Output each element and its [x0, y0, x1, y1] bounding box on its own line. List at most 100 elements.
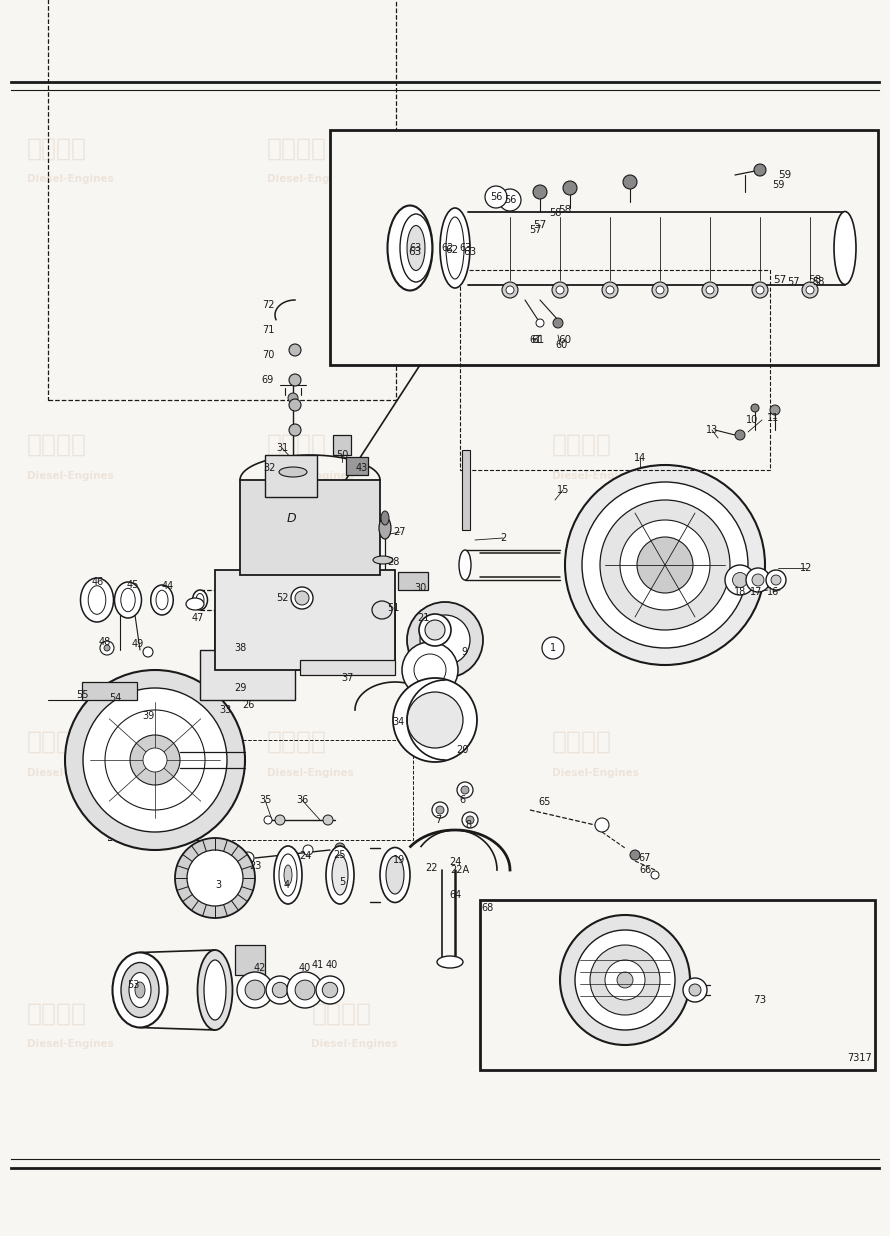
Ellipse shape [150, 585, 174, 616]
Circle shape [752, 574, 764, 586]
Ellipse shape [121, 963, 159, 1017]
Ellipse shape [284, 865, 292, 885]
Circle shape [560, 915, 690, 1044]
Text: 46: 46 [92, 577, 104, 587]
Ellipse shape [196, 593, 204, 607]
Text: 63: 63 [409, 243, 421, 253]
Text: 紫发动力: 紫发动力 [27, 136, 86, 161]
Circle shape [303, 845, 313, 855]
Text: 紫发动力: 紫发动力 [27, 433, 86, 457]
Circle shape [436, 806, 444, 815]
Text: 29: 29 [234, 684, 247, 693]
Text: 紫发动力: 紫发动力 [27, 729, 86, 754]
Circle shape [462, 812, 478, 828]
Circle shape [754, 164, 766, 176]
Text: 57: 57 [529, 225, 541, 235]
Circle shape [264, 816, 272, 824]
Text: 40: 40 [299, 963, 312, 973]
Text: 20: 20 [456, 745, 468, 755]
Text: Diesel-Engines: Diesel-Engines [267, 768, 353, 777]
Bar [330, 130, 878, 365]
Circle shape [461, 786, 469, 794]
Circle shape [83, 688, 227, 832]
Text: 62: 62 [441, 243, 454, 253]
Circle shape [533, 185, 547, 199]
Circle shape [187, 850, 243, 906]
Circle shape [485, 185, 507, 208]
Text: 70: 70 [262, 350, 274, 360]
Circle shape [175, 838, 255, 918]
Ellipse shape [802, 282, 818, 298]
Circle shape [637, 536, 693, 593]
Text: 63: 63 [409, 247, 422, 257]
Text: 22A: 22A [450, 865, 470, 875]
Text: 35: 35 [259, 795, 271, 805]
Circle shape [689, 984, 701, 996]
Circle shape [316, 976, 344, 1004]
Circle shape [563, 180, 577, 195]
Ellipse shape [652, 282, 668, 298]
Text: 54: 54 [109, 693, 121, 703]
Circle shape [595, 818, 609, 832]
Ellipse shape [606, 286, 614, 294]
Circle shape [245, 980, 265, 1000]
Text: 紫发动力: 紫发动力 [534, 136, 594, 161]
Circle shape [322, 983, 337, 997]
Circle shape [266, 976, 294, 1004]
Text: 55: 55 [76, 690, 88, 700]
Circle shape [751, 404, 759, 412]
Circle shape [732, 572, 748, 587]
Text: 9: 9 [461, 646, 467, 658]
Text: 11: 11 [767, 413, 779, 423]
Text: 65: 65 [538, 797, 551, 807]
Circle shape [65, 670, 245, 850]
Ellipse shape [440, 208, 470, 288]
Circle shape [407, 692, 463, 748]
Text: 59: 59 [779, 171, 791, 180]
Text: 52: 52 [276, 593, 288, 603]
Circle shape [393, 679, 477, 763]
Ellipse shape [88, 586, 106, 614]
Circle shape [289, 375, 301, 386]
Ellipse shape [381, 510, 389, 525]
Circle shape [242, 852, 254, 864]
Text: 40: 40 [326, 960, 338, 970]
Text: 66: 66 [639, 865, 651, 875]
Bar [398, 572, 428, 590]
Text: 紫发动力: 紫发动力 [267, 433, 327, 457]
Ellipse shape [502, 282, 518, 298]
Text: 56: 56 [504, 195, 516, 205]
Text: 1: 1 [550, 643, 556, 653]
Text: 2: 2 [500, 533, 506, 543]
Bar [333, 435, 351, 455]
Circle shape [771, 575, 781, 585]
Ellipse shape [112, 953, 167, 1027]
Circle shape [237, 971, 273, 1009]
Ellipse shape [274, 845, 302, 904]
Text: 48: 48 [99, 637, 111, 646]
Ellipse shape [407, 225, 425, 271]
Text: 51: 51 [387, 603, 400, 613]
Bar [108, 740, 413, 840]
Circle shape [289, 344, 301, 356]
Ellipse shape [446, 218, 464, 279]
Text: 50: 50 [336, 450, 348, 460]
Text: 14: 14 [634, 454, 646, 464]
Bar [460, 269, 770, 470]
Circle shape [600, 501, 730, 630]
Text: 60: 60 [558, 335, 571, 345]
Circle shape [432, 802, 448, 818]
Circle shape [143, 748, 167, 772]
Circle shape [414, 654, 446, 686]
Circle shape [605, 960, 645, 1000]
Circle shape [725, 565, 755, 595]
Ellipse shape [115, 582, 142, 618]
Text: 34: 34 [392, 717, 404, 727]
Circle shape [565, 465, 765, 665]
Bar [462, 450, 470, 530]
Ellipse shape [459, 550, 471, 580]
Text: 63: 63 [464, 247, 477, 257]
Text: 24: 24 [449, 857, 461, 866]
Text: Diesel-Engines: Diesel-Engines [552, 768, 638, 777]
Ellipse shape [129, 973, 151, 1007]
